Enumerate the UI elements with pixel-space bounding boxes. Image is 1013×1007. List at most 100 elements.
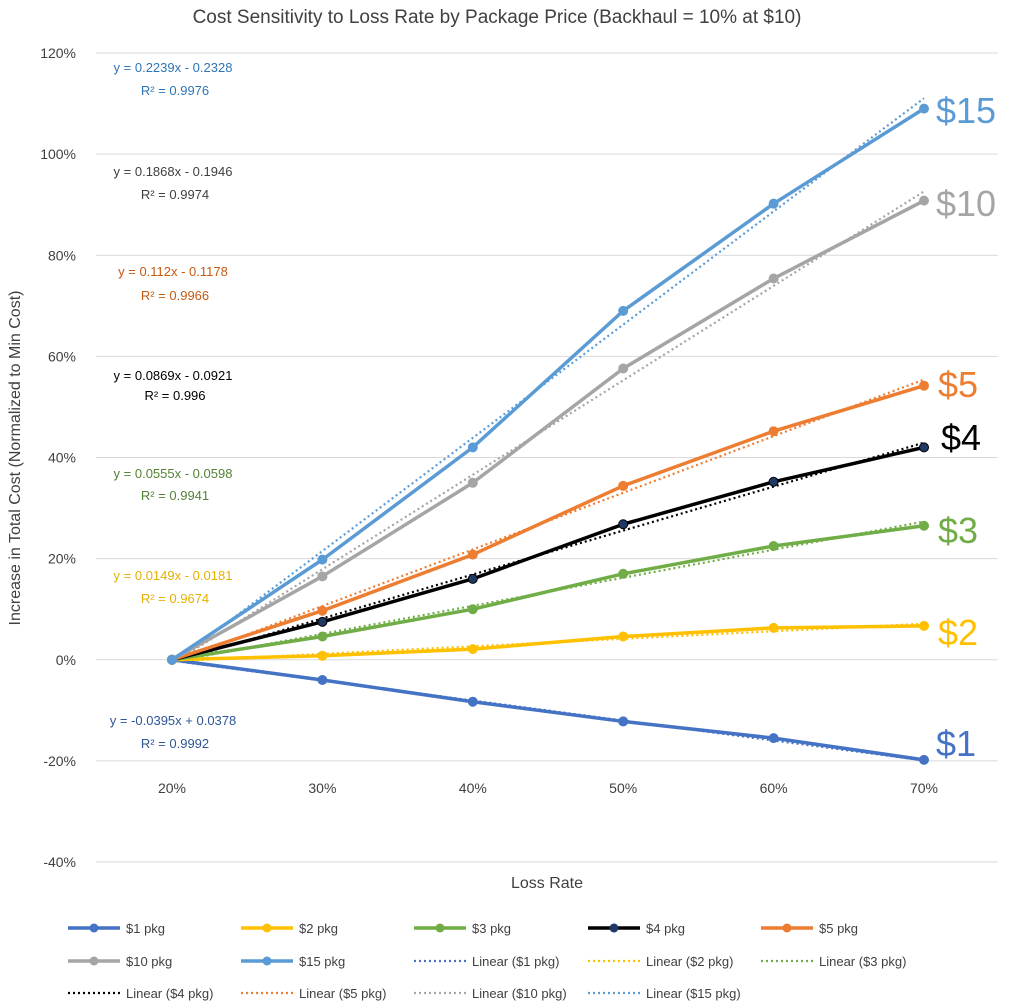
data-point xyxy=(467,573,478,584)
data-point xyxy=(467,644,478,655)
data-point xyxy=(919,103,929,114)
y-tick-label: -40% xyxy=(43,854,76,870)
data-point xyxy=(919,520,929,531)
x-tick-label: 20% xyxy=(158,780,186,796)
series-end-label: $2 xyxy=(938,612,978,653)
trend-equation: y = 0.2239x - 0.2328 xyxy=(114,60,233,75)
trendlines xyxy=(171,97,925,762)
trend-equation: y = 0.1868x - 0.1946 xyxy=(114,164,233,179)
legend-swatch-marker xyxy=(782,923,792,933)
trend-r-squared: R² = 0.9974 xyxy=(141,187,209,202)
y-tick-labels: 120% 100% 80% 60% 40% 20% 0% -20% -40% xyxy=(40,45,76,870)
legend-label: Linear ($4 pkg) xyxy=(126,986,213,1001)
trend-r-squared: R² = 0.9966 xyxy=(141,288,209,303)
data-point xyxy=(467,442,478,453)
chart-title: Cost Sensitivity to Loss Rate by Package… xyxy=(193,7,802,28)
y-axis-label: Increase in Total Cost (Normalized to Mi… xyxy=(7,291,24,626)
legend-swatch-marker xyxy=(609,923,619,933)
data-point xyxy=(317,571,328,582)
legend-swatch-marker xyxy=(262,923,272,933)
data-point xyxy=(919,442,929,453)
x-tick-label: 60% xyxy=(760,780,788,796)
trend-r-squared: R² = 0.9976 xyxy=(141,83,209,98)
trendline-equations: y = -0.0395x + 0.0378 R² = 0.9992 y = 0.01… xyxy=(110,60,236,751)
series-end-label: $1 xyxy=(936,723,976,764)
data-point xyxy=(618,305,629,316)
data-point xyxy=(167,654,177,665)
data-point xyxy=(768,622,779,633)
series-end-label: $15 xyxy=(936,90,996,131)
legend-swatch-marker xyxy=(435,923,445,933)
trend-r-squared: R² = 0.9674 xyxy=(141,591,209,606)
data-point xyxy=(618,568,629,579)
data-point xyxy=(317,554,328,565)
data-point xyxy=(317,631,328,642)
trend-equation: y = 0.112x - 0.1178 xyxy=(118,264,228,279)
series-line xyxy=(171,199,925,662)
series-end-label: $5 xyxy=(938,364,978,405)
data-point xyxy=(919,195,929,206)
data-point xyxy=(467,604,478,615)
legend-label: $4 pkg xyxy=(646,921,685,936)
legend-label: Linear ($2 pkg) xyxy=(646,954,733,969)
y-tick-label: 80% xyxy=(48,247,76,263)
legend-label: $3 pkg xyxy=(472,921,511,936)
legend-swatch-marker xyxy=(262,956,272,966)
gridlines xyxy=(96,52,998,863)
series-line xyxy=(171,384,925,662)
data-point xyxy=(919,754,929,765)
trend-equation: y = 0.0869x - 0.0921 xyxy=(114,368,233,383)
series-lines xyxy=(171,107,925,762)
x-tick-label: 30% xyxy=(308,780,336,796)
data-point xyxy=(768,540,779,551)
y-tick-label: 20% xyxy=(48,551,76,567)
data-point xyxy=(467,477,478,488)
trend-equation: y = -0.0395x + 0.0378 xyxy=(110,713,236,728)
series-end-label: $10 xyxy=(936,183,996,224)
data-point xyxy=(618,631,629,642)
trend-equation: y = 0.0555x - 0.0598 xyxy=(114,466,233,481)
y-tick-label: -20% xyxy=(43,753,76,769)
legend-label: Linear ($5 pkg) xyxy=(299,986,386,1001)
series-end-labels: $1 $2 $3 $4 $5 $10 $15 xyxy=(936,90,996,764)
trend-r-squared: R² = 0.996 xyxy=(144,388,205,403)
data-point xyxy=(618,363,629,374)
x-tick-label: 70% xyxy=(910,780,938,796)
data-point xyxy=(618,716,629,727)
series-end-label: $3 xyxy=(938,510,978,551)
x-tick-labels: 20% 30% 40% 50% 60% 70% xyxy=(158,780,938,796)
data-point xyxy=(768,198,779,209)
data-point xyxy=(768,273,779,284)
data-point xyxy=(768,426,779,437)
y-tick-label: 40% xyxy=(48,450,76,466)
legend-swatch-marker xyxy=(89,923,99,933)
data-point xyxy=(618,519,629,530)
x-tick-label: 50% xyxy=(609,780,637,796)
series-end-label: $4 xyxy=(941,417,981,458)
data-points xyxy=(167,103,929,765)
trend-r-squared: R² = 0.9992 xyxy=(141,736,209,751)
series-line xyxy=(171,624,925,662)
legend-label: Linear ($3 pkg) xyxy=(819,954,906,969)
legend-label: Linear ($1 pkg) xyxy=(472,954,559,969)
y-tick-label: 120% xyxy=(40,45,76,61)
legend-label: $1 pkg xyxy=(126,921,165,936)
trend-equation: y = 0.0149x - 0.0181 xyxy=(114,568,233,583)
legend-label: $10 pkg xyxy=(126,954,172,969)
y-tick-label: 0% xyxy=(56,652,76,668)
legend: $1 pkg $2 pkg $3 pkg $4 pkg $5 pkg $10 pkg $15… xyxy=(68,921,906,1001)
legend-label: Linear ($15 pkg) xyxy=(646,986,741,1001)
legend-label: $5 pkg xyxy=(819,921,858,936)
data-point xyxy=(317,605,328,616)
y-tick-label: 100% xyxy=(40,146,76,162)
series-line xyxy=(171,658,925,762)
y-tick-label: 60% xyxy=(48,348,76,364)
data-point xyxy=(919,380,929,391)
data-point xyxy=(618,480,629,491)
x-axis-label: Loss Rate xyxy=(511,875,583,892)
series-line xyxy=(171,445,925,662)
data-point xyxy=(919,620,929,631)
data-point xyxy=(317,616,328,627)
data-point xyxy=(768,733,779,744)
